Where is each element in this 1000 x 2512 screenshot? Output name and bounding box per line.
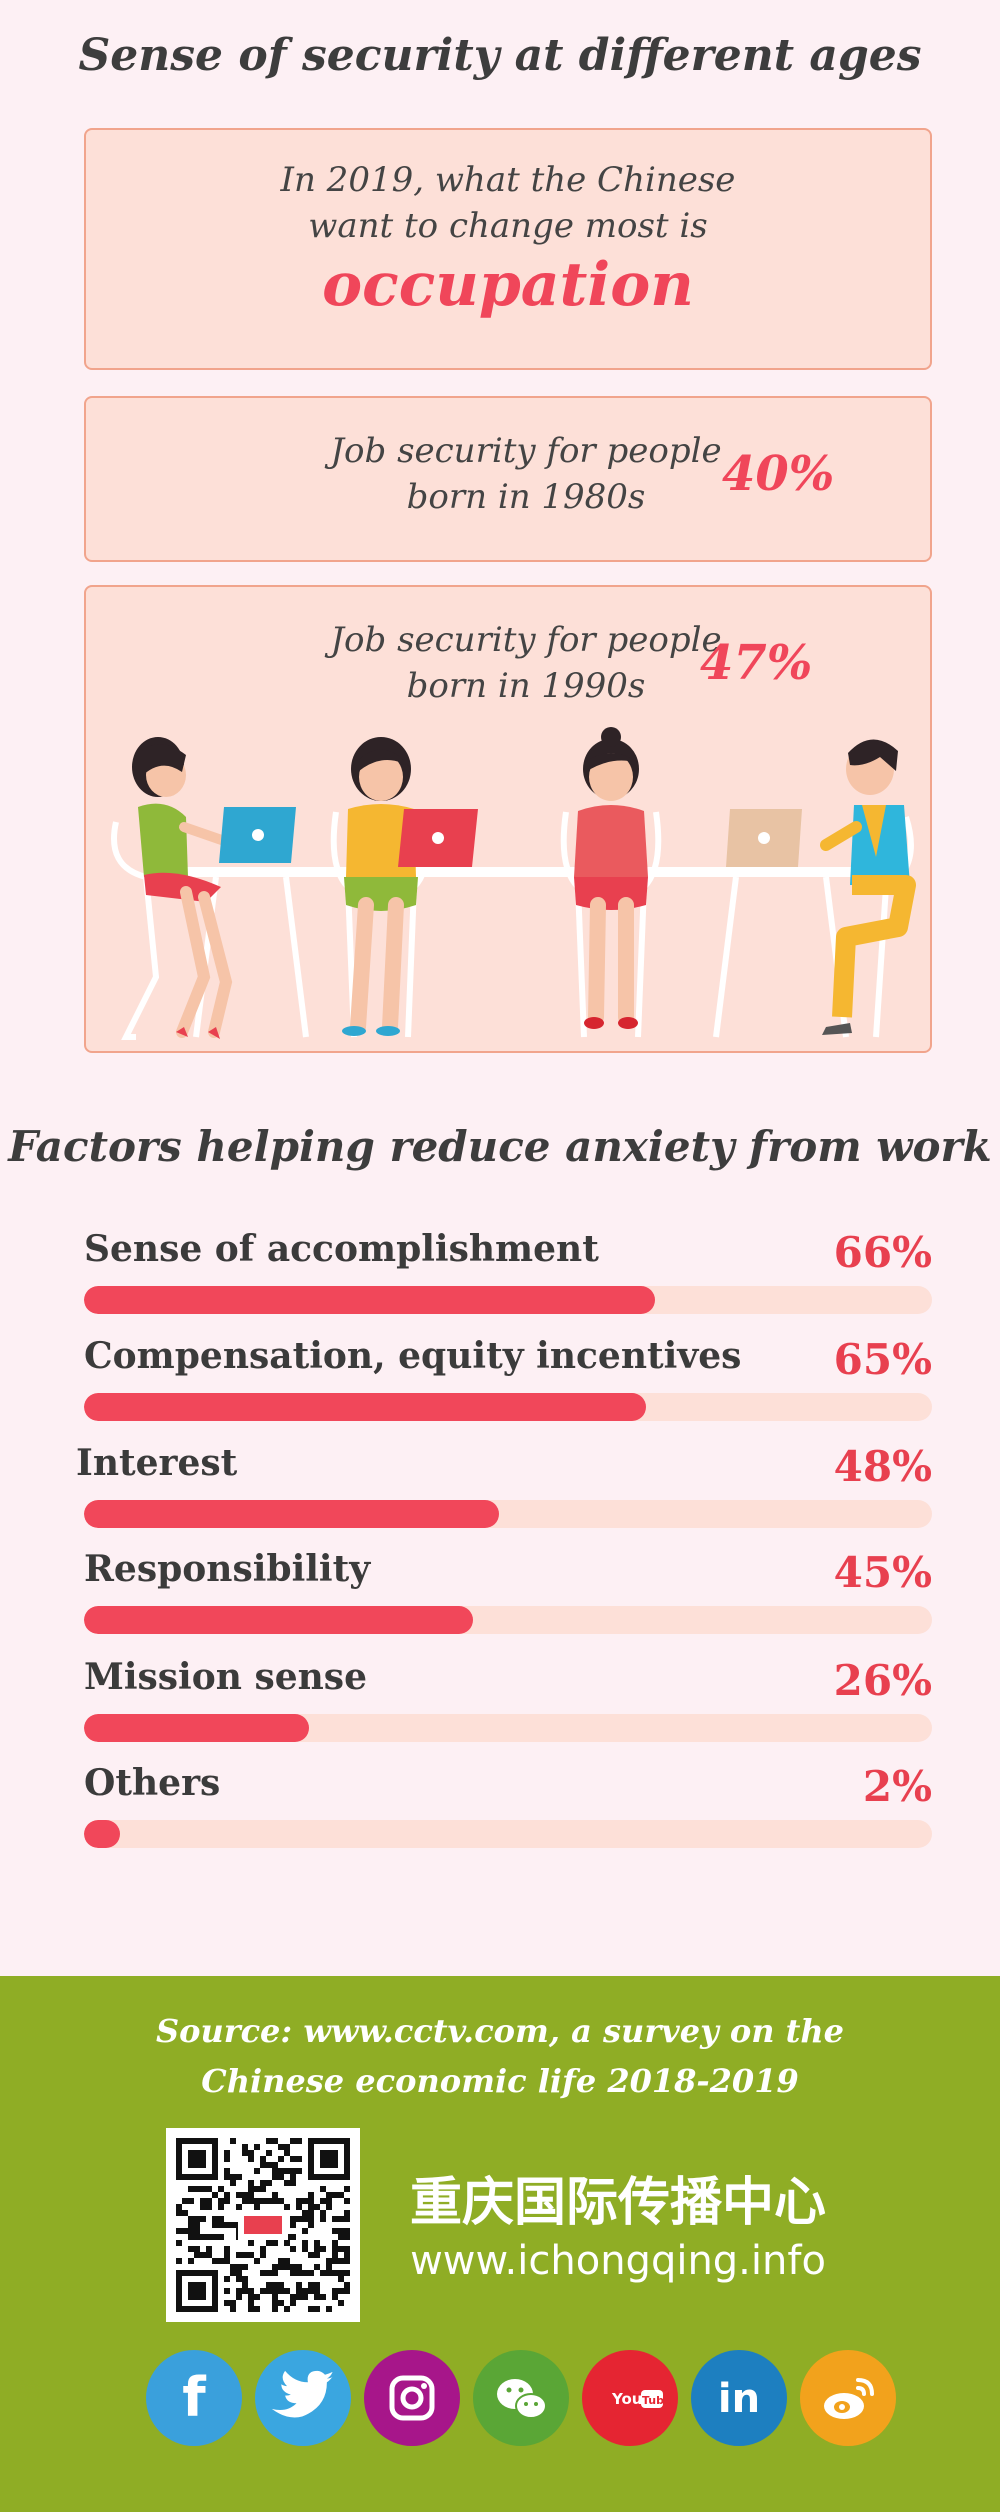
bar-track (84, 1606, 932, 1634)
facebook-icon[interactable]: f (146, 2350, 242, 2446)
intro-line-1: In 2019, what the Chinese (280, 160, 736, 200)
intro-box: In 2019, what the Chinese want to change… (84, 128, 932, 370)
bar-track (84, 1393, 932, 1421)
page-title: Sense of security at different ages (78, 30, 922, 81)
office-workers-illustration (111, 727, 916, 1040)
youtube-icon[interactable]: You Tube (582, 2350, 678, 2446)
factor-value-label: 48% (833, 1442, 932, 1491)
linkedin-icon[interactable]: in (691, 2350, 787, 2446)
footer: Source: www.cctv.com, a survey on the Ch… (0, 1976, 1000, 2512)
factor-row: Responsibility 45% (84, 1548, 932, 1644)
factor-row: Mission sense 26% (84, 1656, 932, 1752)
laptop-icon (726, 809, 802, 867)
factor-label: Others (84, 1762, 221, 1804)
qr-code-icon[interactable] (166, 2128, 360, 2322)
job-security-percent: 47% (700, 635, 813, 691)
twitter-icon[interactable] (255, 2350, 351, 2446)
bar-track (84, 1714, 932, 1742)
org-url[interactable]: www.ichongqing.info (410, 2238, 826, 2284)
bar-fill (84, 1820, 120, 1848)
worker-1 (111, 737, 241, 1040)
factor-row: Others 2% (84, 1762, 932, 1858)
svg-text:in: in (718, 2376, 760, 2422)
factor-label: Mission sense (84, 1656, 367, 1698)
job-security-1990s-box: Job security for people born in 1990s 47… (84, 585, 932, 1053)
bar-fill (84, 1714, 309, 1742)
job-security-label-line-1: Job security for people (330, 431, 722, 471)
worker-3 (560, 727, 662, 1038)
svg-text:You: You (611, 2390, 642, 2408)
factor-value-label: 26% (833, 1656, 932, 1705)
job-security-label: Job security for people born in 1980s (306, 428, 746, 520)
bar-fill (84, 1500, 500, 1528)
weibo-icon[interactable] (800, 2350, 896, 2446)
factor-value-label: 2% (862, 1762, 932, 1811)
factors-title: Factors helping reduce anxiety from work (8, 1122, 992, 1171)
factor-label: Interest (76, 1442, 238, 1484)
table-top (176, 867, 896, 877)
job-security-label-line-2: born in 1980s (406, 477, 646, 517)
job-security-label-line-2: born in 1990s (406, 666, 646, 706)
factor-row: Sense of accomplishment 66% (84, 1228, 932, 1324)
factor-value-label: 66% (833, 1228, 932, 1277)
svg-text:Tube: Tube (642, 2394, 671, 2407)
bar-fill (84, 1606, 474, 1634)
job-security-1980s-box: Job security for people born in 1980s 40… (84, 396, 932, 562)
bar-fill (84, 1286, 655, 1314)
factor-label: Responsibility (84, 1548, 371, 1590)
bar-track (84, 1286, 932, 1314)
factor-label: Compensation, equity incentives (84, 1335, 742, 1377)
job-security-label: Job security for people born in 1990s (306, 617, 746, 709)
intro-highlight: occupation (322, 250, 694, 320)
bar-fill (84, 1393, 647, 1421)
job-security-label-line-1: Job security for people (330, 620, 722, 660)
factor-value-label: 65% (833, 1335, 932, 1384)
factor-label: Sense of accomplishment (84, 1228, 599, 1270)
factor-row: Compensation, equity incentives 65% (84, 1335, 932, 1431)
wechat-icon[interactable] (473, 2350, 569, 2446)
org-name: 重庆国际传播中心 (409, 2173, 826, 2233)
worker-2 (330, 737, 432, 1038)
factor-value-label: 45% (833, 1548, 932, 1597)
intro-line-2: want to change most is (308, 206, 708, 246)
source-text: Source: www.cctv.com, a survey on the Ch… (155, 2012, 845, 2100)
laptop-icon (398, 809, 478, 867)
svg-text:f: f (182, 2366, 206, 2429)
laptop-icon (219, 807, 296, 863)
job-security-percent: 40% (722, 446, 835, 502)
factor-row: Interest 48% (76, 1442, 932, 1538)
bar-track (84, 1820, 932, 1848)
worker-4 (820, 739, 916, 1038)
instagram-icon[interactable] (364, 2350, 460, 2446)
bar-track (84, 1500, 932, 1528)
